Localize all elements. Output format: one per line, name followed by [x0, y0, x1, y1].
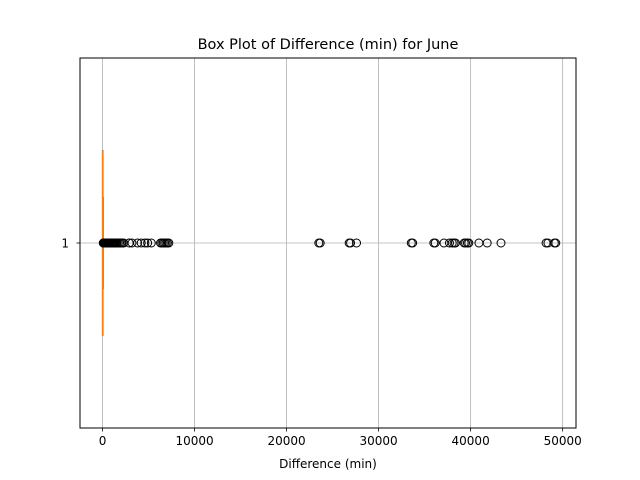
chart-title: Box Plot of Difference (min) for June	[198, 37, 459, 53]
outlier-point	[408, 238, 418, 248]
y-axis-ticks: 1	[61, 237, 80, 251]
x-tick-label: 30000	[360, 434, 398, 448]
outlier-point	[496, 238, 506, 248]
outlier-point	[450, 238, 460, 248]
y-tick-label: 1	[61, 237, 69, 251]
outlier-point	[551, 238, 561, 248]
outlier-point	[315, 238, 325, 248]
grid-lines	[80, 58, 576, 428]
outlier-point	[482, 238, 492, 248]
outlier-point	[140, 238, 150, 248]
outlier-point	[444, 238, 454, 248]
outlier-point	[352, 238, 362, 248]
x-tick-label: 0	[99, 434, 107, 448]
outlier-point	[464, 238, 474, 248]
outlier-point	[133, 238, 143, 248]
x-tick-label: 10000	[175, 434, 213, 448]
x-axis-label: Difference (min)	[279, 457, 377, 471]
outlier-point	[146, 238, 156, 248]
outlier-point	[430, 238, 440, 248]
x-tick-label: 20000	[267, 434, 305, 448]
x-tick-label: 40000	[452, 434, 490, 448]
outlier-point	[346, 238, 356, 248]
x-axis-ticks: 0 10000 20000 30000 40000 50000	[99, 428, 582, 448]
outlier-point	[143, 238, 153, 248]
outlier-point	[164, 238, 174, 248]
x-tick-label: 50000	[544, 434, 582, 448]
outlier-points	[98, 238, 561, 248]
outlier-point	[127, 238, 137, 248]
outlier-point	[136, 238, 146, 248]
